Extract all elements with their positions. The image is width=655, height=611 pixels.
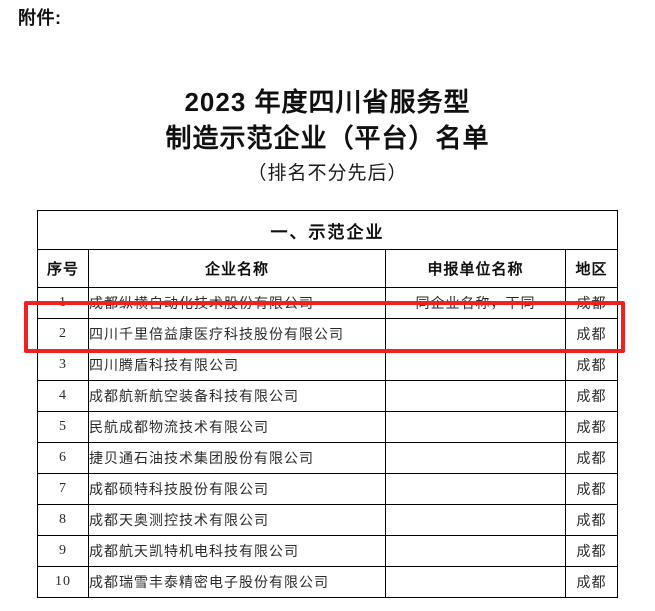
cell-region: 成都 bbox=[565, 380, 618, 412]
cell-company: 成都航天凯特机电科技有限公司 bbox=[88, 535, 386, 567]
table-row: 10 成都瑞雪丰泰精密电子股份有限公司 成都 bbox=[37, 566, 618, 598]
cell-declaring-unit bbox=[385, 380, 566, 412]
cell-company: 成都航新航空装备科技有限公司 bbox=[88, 380, 386, 412]
cell-index: 1 bbox=[37, 287, 89, 319]
table-column-header-row: 序号 企业名称 申报单位名称 地区 bbox=[37, 249, 618, 288]
cell-company: 成都瑞雪丰泰精密电子股份有限公司 bbox=[88, 566, 386, 598]
cell-region: 成都 bbox=[565, 318, 618, 350]
page-title-line-1: 2023 年度四川省服务型 bbox=[184, 87, 471, 117]
cell-region: 成都 bbox=[565, 473, 618, 505]
cell-region: 成都 bbox=[565, 535, 618, 567]
cell-declaring-unit bbox=[385, 442, 566, 474]
table-row: 7 成都硕特科技股份有限公司 成都 bbox=[37, 473, 618, 505]
cell-company: 四川千里倍益康医疗科技股份有限公司 bbox=[88, 318, 386, 350]
cell-company: 四川腾盾科技有限公司 bbox=[88, 349, 386, 381]
table-row: 4 成都航新航空装备科技有限公司 成都 bbox=[37, 380, 618, 412]
column-header-declaring-unit: 申报单位名称 bbox=[385, 249, 566, 288]
cell-company: 成都纵横自动化技术股份有限公司 bbox=[88, 287, 386, 319]
table-row: 1 成都纵横自动化技术股份有限公司 同企业名称，下同 成都 bbox=[37, 287, 618, 319]
cell-declaring-unit bbox=[385, 473, 566, 505]
cell-company: 民航成都物流技术有限公司 bbox=[88, 411, 386, 443]
table-section-header-row: 一、示范企业 bbox=[37, 210, 618, 250]
cell-region: 成都 bbox=[565, 504, 618, 536]
column-header-region: 地区 bbox=[565, 249, 618, 288]
table-row: 5 民航成都物流技术有限公司 成都 bbox=[37, 411, 618, 443]
table-section-title: 一、示范企业 bbox=[37, 210, 618, 250]
column-header-company: 企业名称 bbox=[88, 249, 386, 288]
cell-company: 成都天奥测控技术有限公司 bbox=[88, 504, 386, 536]
page-subtitle: （排名不分先后） bbox=[247, 163, 408, 184]
cell-index: 3 bbox=[37, 349, 89, 381]
cell-declaring-unit bbox=[385, 318, 566, 350]
cell-declaring-unit bbox=[385, 349, 566, 381]
cell-region: 成都 bbox=[565, 566, 618, 598]
table-row: 9 成都航天凯特机电科技有限公司 成都 bbox=[37, 535, 618, 567]
listing-table: 一、示范企业 序号 企业名称 申报单位名称 地区 1 成都纵横自动化技术股份有限… bbox=[37, 210, 618, 598]
cell-index: 5 bbox=[37, 411, 89, 443]
table-row: 8 成都天奥测控技术有限公司 成都 bbox=[37, 504, 618, 536]
cell-index: 4 bbox=[37, 380, 89, 412]
cell-company: 捷贝通石油技术集团股份有限公司 bbox=[88, 442, 386, 474]
cell-declaring-unit bbox=[385, 566, 566, 598]
table-row: 2 四川千里倍益康医疗科技股份有限公司 成都 bbox=[37, 318, 618, 350]
cell-declaring-unit: 同企业名称，下同 bbox=[385, 287, 566, 319]
cell-declaring-unit bbox=[385, 411, 566, 443]
cell-region: 成都 bbox=[565, 287, 618, 319]
cell-region: 成都 bbox=[565, 411, 618, 443]
cell-index: 9 bbox=[37, 535, 89, 567]
cell-index: 6 bbox=[37, 442, 89, 474]
cell-index: 2 bbox=[37, 318, 89, 350]
page-title-line-2: 制造示范企业（平台）名单 bbox=[165, 123, 490, 153]
cell-region: 成都 bbox=[565, 442, 618, 474]
cell-declaring-unit bbox=[385, 504, 566, 536]
listing-table-wrapper: 一、示范企业 序号 企业名称 申报单位名称 地区 1 成都纵横自动化技术股份有限… bbox=[37, 210, 618, 598]
cell-region: 成都 bbox=[565, 349, 618, 381]
cell-index: 10 bbox=[37, 566, 89, 598]
cell-index: 7 bbox=[37, 473, 89, 505]
cell-company: 成都硕特科技股份有限公司 bbox=[88, 473, 386, 505]
attachment-label: 附件: bbox=[18, 8, 62, 28]
title-block: 2023 年度四川省服务型 制造示范企业（平台）名单 （排名不分先后） bbox=[0, 84, 655, 187]
cell-index: 8 bbox=[37, 504, 89, 536]
column-header-index: 序号 bbox=[37, 249, 89, 288]
table-row: 6 捷贝通石油技术集团股份有限公司 成都 bbox=[37, 442, 618, 474]
table-row: 3 四川腾盾科技有限公司 成都 bbox=[37, 349, 618, 381]
cell-declaring-unit bbox=[385, 535, 566, 567]
